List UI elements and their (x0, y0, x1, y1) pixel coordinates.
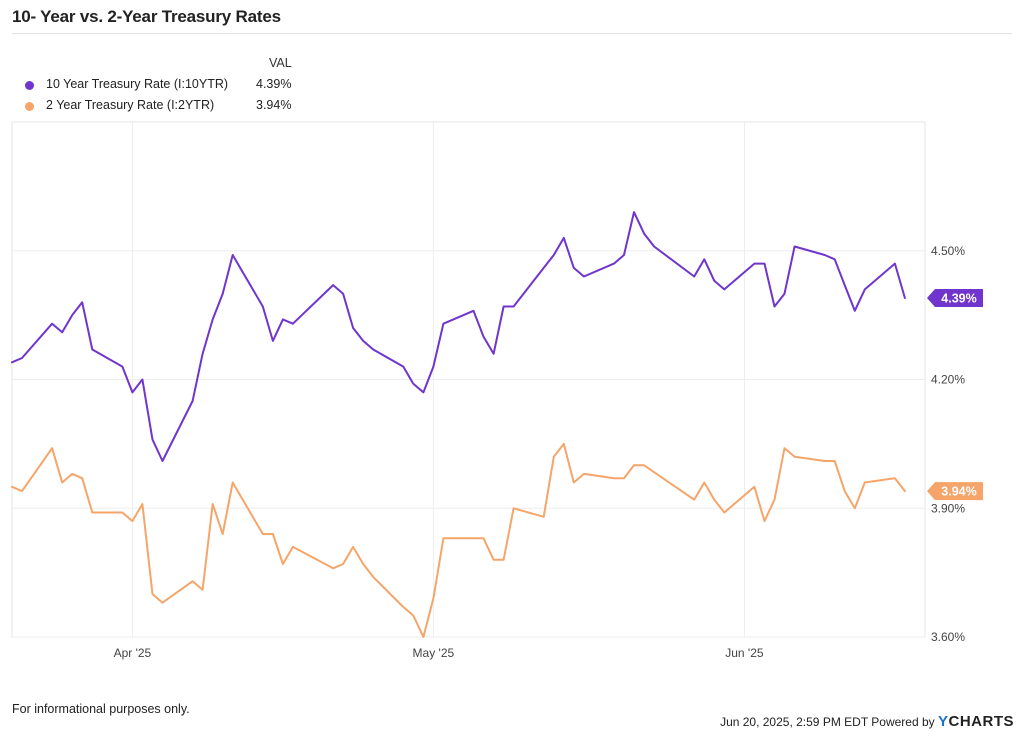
title-divider (12, 33, 1012, 34)
legend-dot-icon (25, 81, 34, 90)
legend-item-10yr[interactable]: 10 Year Treasury Rate (I:10YTR) 4.39% (12, 77, 332, 95)
disclaimer: For informational purposes only. (12, 702, 190, 716)
chart-last-value-markers: 4.39% 3.94% (927, 288, 983, 501)
footer-attribution: Jun 20, 2025, 2:59 PM EDT Powered by YCH… (720, 713, 1014, 730)
y-tick-label: 4.20% (931, 373, 965, 387)
series-line-0 (11, 211, 906, 462)
last-value-marker-0 (927, 288, 983, 307)
ycharts-logo[interactable]: YCHARTS (937, 713, 1014, 730)
legend-item-2yr[interactable]: 2 Year Treasury Rate (I:2YTR) 3.94% (12, 98, 332, 116)
legend-item-label: 10 Year Treasury Rate (I:10YTR) (46, 77, 229, 91)
timestamp: Jun 20, 2025, 2:59 PM EDT Powered by (720, 715, 935, 729)
legend-item-label: 2 Year Treasury Rate (I:2YTR) (46, 98, 215, 112)
x-tick-label: Apr '25 (114, 646, 152, 660)
y-tick-label: 3.60% (931, 630, 965, 644)
legend-item-value: 4.39% (256, 77, 292, 91)
series-line-1 (11, 442, 906, 638)
chart-grid (11, 121, 926, 638)
legend-column-header: VAL (269, 56, 292, 70)
last-value-marker-1 (927, 482, 983, 501)
last-value-label-0: 4.39% (941, 291, 976, 305)
x-tick-label: Jun '25 (725, 646, 764, 660)
chart-series (11, 211, 906, 638)
legend-item-value: 3.94% (256, 98, 292, 112)
y-tick-label: 4.50% (931, 244, 965, 258)
y-tick-label: 3.90% (931, 501, 965, 515)
last-value-label-1: 3.94% (941, 485, 976, 499)
legend-dot-icon (25, 102, 34, 111)
x-tick-label: May '25 (413, 646, 455, 660)
chart-title: 10- Year vs. 2-Year Treasury Rates (12, 7, 281, 26)
chart-axis-labels: 3.60% 3.90% 4.20% 4.50% Apr '25 May '25 Jun '2… (114, 244, 966, 660)
